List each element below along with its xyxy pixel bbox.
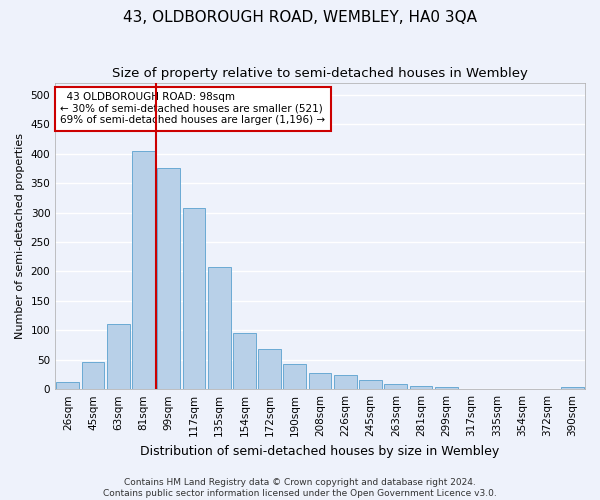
Bar (107, 324, 130, 389)
Bar (157, 168, 180, 389)
Bar (283, 364, 306, 389)
Bar (359, 380, 382, 389)
Bar (435, 388, 458, 389)
Bar (56, 382, 79, 389)
Y-axis label: Number of semi-detached properties: Number of semi-detached properties (15, 133, 25, 339)
Text: Contains HM Land Registry data © Crown copyright and database right 2024.
Contai: Contains HM Land Registry data © Crown c… (103, 478, 497, 498)
X-axis label: Distribution of semi-detached houses by size in Wembley: Distribution of semi-detached houses by … (140, 444, 500, 458)
Bar (182, 208, 205, 389)
Bar (258, 348, 281, 389)
Bar (460, 388, 483, 389)
Bar (561, 388, 584, 389)
Bar (233, 332, 256, 389)
Bar (208, 266, 230, 389)
Title: Size of property relative to semi-detached houses in Wembley: Size of property relative to semi-detach… (112, 68, 528, 80)
Bar (410, 386, 433, 389)
Bar (82, 362, 104, 389)
Text: 43, OLDBOROUGH ROAD, WEMBLEY, HA0 3QA: 43, OLDBOROUGH ROAD, WEMBLEY, HA0 3QA (123, 10, 477, 25)
Bar (132, 151, 155, 389)
Bar (485, 388, 508, 389)
Bar (334, 375, 356, 389)
Text: 43 OLDBOROUGH ROAD: 98sqm
← 30% of semi-detached houses are smaller (521)
69% of: 43 OLDBOROUGH ROAD: 98sqm ← 30% of semi-… (61, 92, 326, 126)
Bar (385, 384, 407, 389)
Bar (309, 374, 331, 389)
